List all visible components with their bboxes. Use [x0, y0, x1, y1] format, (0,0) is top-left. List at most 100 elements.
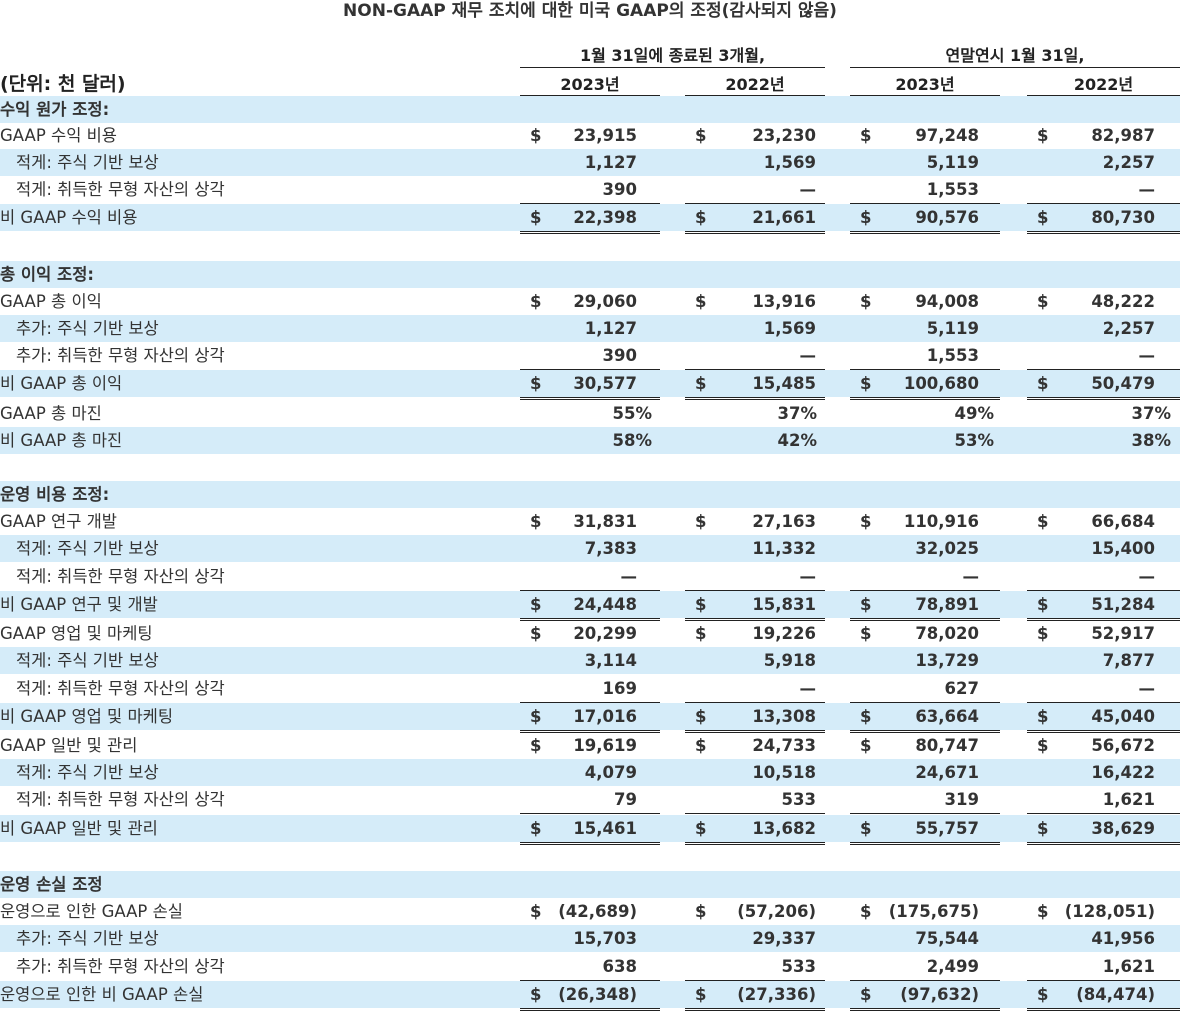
value-cell: 63,664 [915, 707, 979, 726]
total-double-rule [685, 1008, 825, 1011]
total-double-rule [850, 231, 1000, 234]
subtotal-rule [685, 203, 825, 204]
row-label: GAAP 연구 개발 [0, 512, 117, 531]
value-cell: 100,680 [903, 374, 979, 393]
value-cell: 2,499 [926, 957, 979, 976]
value-cell: 110,916 [903, 512, 979, 531]
currency-symbol: $ [695, 736, 707, 755]
value-cell: 1,127 [584, 319, 637, 338]
table-row: 적게: 주식 기반 보상 4,079 10,518 24,671 16,422 [0, 759, 1180, 786]
row-label: 비 GAAP 일반 및 관리 [0, 819, 158, 838]
value-cell: 52,917 [1091, 624, 1155, 643]
row-label: 적게: 주식 기반 보상 [16, 539, 159, 558]
value-cell: 23,915 [573, 126, 637, 145]
value-cell: 1,553 [926, 346, 979, 365]
total-double-rule [520, 842, 660, 845]
value-cell: 38% [1131, 431, 1172, 450]
table-row: 비 GAAP 일반 및 관리 $15,461 $13,682 $55,757 $38,6… [0, 815, 1180, 842]
table-row: 비 GAAP 총 이익 $30,577 $15,485 $100,680 $50,479 [0, 370, 1180, 397]
value-cell: 37% [777, 404, 818, 423]
currency-symbol: $ [530, 819, 542, 838]
table-row: 적게: 취득한 무형 자산의 상각 169 — 627 — [0, 675, 1180, 702]
value-cell: 21,661 [752, 208, 816, 227]
value-cell: 5,119 [926, 319, 979, 338]
currency-symbol: $ [860, 208, 872, 227]
value-cell: 55,757 [915, 819, 979, 838]
row-label: 적게: 취득한 무형 자산의 상각 [16, 567, 225, 586]
currency-symbol: $ [695, 985, 707, 1004]
currency-symbol: $ [530, 902, 542, 921]
row-label: 적게: 취득한 무형 자산의 상각 [16, 679, 225, 698]
total-double-rule [1027, 730, 1180, 733]
header-year-rule-4 [1027, 95, 1180, 96]
subtotal-rule [520, 813, 660, 814]
value-cell: 58% [612, 431, 653, 450]
subtotal-rule [685, 590, 825, 591]
currency-symbol: $ [1037, 292, 1049, 311]
value-cell: 45,040 [1091, 707, 1155, 726]
subtotal-rule [520, 590, 660, 591]
currency-symbol: $ [530, 707, 542, 726]
currency-symbol: $ [860, 374, 872, 393]
subtotal-rule [1027, 702, 1180, 703]
total-double-rule [850, 618, 1000, 621]
table-row: GAAP 연구 개발 $31,831 $27,163 $110,916 $66,684 [0, 508, 1180, 535]
value-cell: 51,284 [1091, 595, 1155, 614]
subtotal-rule [1027, 369, 1180, 370]
value-cell: 1,553 [926, 180, 979, 199]
section-header-row: 총 이익 조정: [0, 261, 1180, 288]
value-cell: 29,060 [573, 292, 637, 311]
value-cell: 75,544 [915, 929, 979, 948]
value-cell: 15,703 [573, 929, 637, 948]
table-row: 비 GAAP 영업 및 마케팅 $17,016 $13,308 $63,664 $45,… [0, 703, 1180, 730]
currency-symbol: $ [860, 512, 872, 531]
currency-symbol: $ [860, 819, 872, 838]
row-label: GAAP 총 마진 [0, 404, 102, 423]
row-label: 비 GAAP 총 마진 [0, 431, 123, 450]
subtotal-rule [685, 980, 825, 981]
subtotal-rule [850, 590, 1000, 591]
total-double-rule [520, 397, 660, 400]
currency-symbol: $ [860, 985, 872, 1004]
currency-symbol: $ [1037, 819, 1049, 838]
currency-symbol: $ [530, 595, 542, 614]
row-label: GAAP 영업 및 마케팅 [0, 624, 153, 643]
row-label: 운영 손실 조정 [0, 875, 103, 894]
value-cell: 24,671 [915, 763, 979, 782]
currency-symbol: $ [860, 595, 872, 614]
value-cell: 56,672 [1091, 736, 1155, 755]
value-cell: 1,569 [763, 319, 816, 338]
value-cell: 97,248 [915, 126, 979, 145]
currency-symbol: $ [860, 624, 872, 643]
value-cell: 3,114 [584, 651, 637, 670]
subtotal-rule [1027, 980, 1180, 981]
currency-symbol: $ [530, 624, 542, 643]
value-cell: 29,337 [752, 929, 816, 948]
currency-symbol: $ [1037, 374, 1049, 393]
subtotal-rule [520, 203, 660, 204]
value-cell: 10,518 [752, 763, 816, 782]
value-cell: 30,577 [573, 374, 637, 393]
value-cell: 13,916 [752, 292, 816, 311]
total-double-rule [850, 730, 1000, 733]
value-cell: — [1138, 679, 1156, 698]
currency-symbol: $ [1037, 208, 1049, 227]
total-double-rule [850, 1008, 1000, 1011]
currency-symbol: $ [695, 374, 707, 393]
currency-symbol: $ [860, 707, 872, 726]
currency-symbol: $ [530, 985, 542, 1004]
value-cell: 4,079 [584, 763, 637, 782]
currency-symbol: $ [1037, 512, 1049, 531]
currency-symbol: $ [695, 819, 707, 838]
row-label: 운영으로 인한 GAAP 손실 [0, 902, 183, 921]
value-cell: — [962, 567, 980, 586]
row-label: 추가: 주식 기반 보상 [16, 929, 159, 948]
value-cell: — [799, 346, 817, 365]
row-label: 총 이익 조정: [0, 265, 94, 284]
total-double-rule [1027, 1008, 1180, 1011]
row-label: 비 GAAP 수익 비용 [0, 208, 138, 227]
row-label: GAAP 총 이익 [0, 292, 102, 311]
value-cell: 16,422 [1091, 763, 1155, 782]
table-row: 비 GAAP 총 마진 58% 42% 53% 38% [0, 427, 1180, 454]
total-double-rule [1027, 842, 1180, 845]
